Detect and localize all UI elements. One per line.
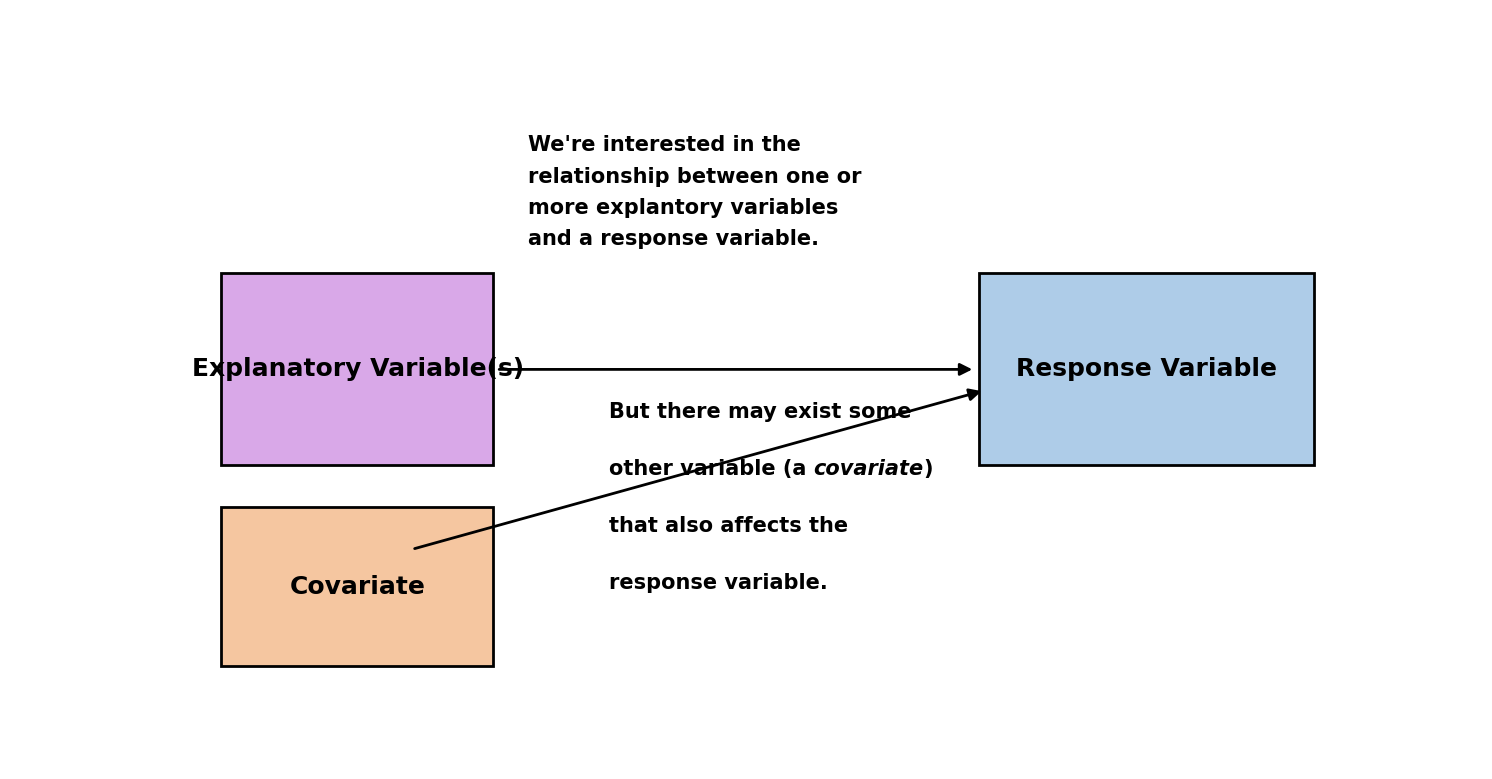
Text: We're interested in the
relationship between one or
more explantory variables
an: We're interested in the relationship bet…	[528, 136, 861, 249]
Text: Response Variable: Response Variable	[1016, 358, 1277, 382]
Text: response variable.: response variable.	[609, 573, 827, 594]
Text: other variable (a: other variable (a	[609, 460, 813, 479]
FancyBboxPatch shape	[979, 273, 1314, 465]
FancyBboxPatch shape	[221, 507, 492, 666]
Text: covariate: covariate	[813, 460, 924, 479]
Text: Covariate: Covariate	[289, 575, 425, 598]
Text: ): )	[924, 460, 932, 479]
Text: that also affects the: that also affects the	[609, 516, 847, 537]
FancyBboxPatch shape	[221, 273, 492, 465]
Text: Explanatory Variable(s): Explanatory Variable(s)	[191, 358, 524, 382]
Text: But there may exist some: But there may exist some	[609, 403, 912, 422]
